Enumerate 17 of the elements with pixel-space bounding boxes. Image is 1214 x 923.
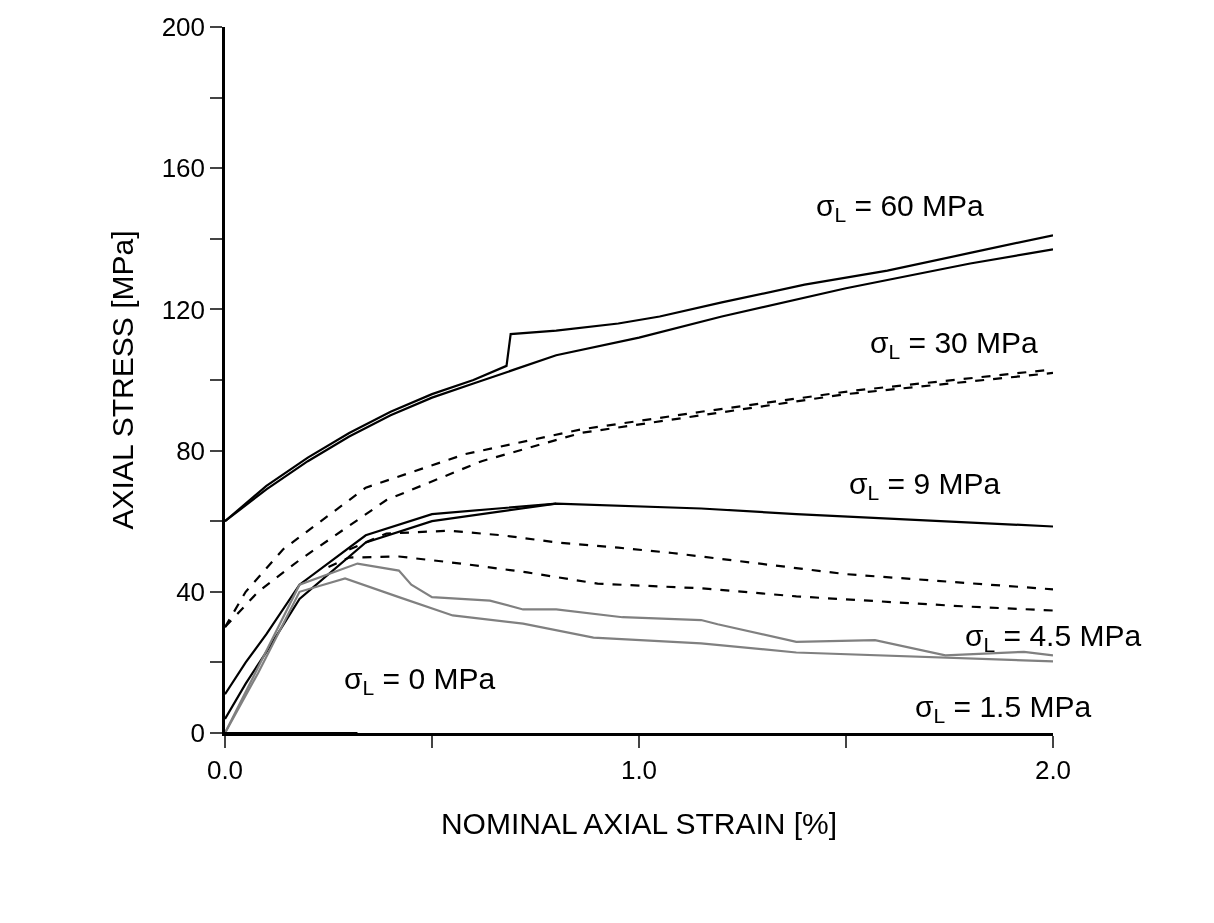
y-tick-label: 160 (161, 153, 206, 184)
annotation: σ$_{L}$ = 60 MPa (816, 189, 985, 227)
y-tick-label: 0 (190, 718, 206, 749)
y-tick-label: 120 (161, 294, 206, 325)
x-tick-label: 0.0 (206, 754, 244, 785)
x-tick-label: 1.0 (620, 754, 658, 785)
annotation: σ$_{L}$ = 1.5 MPa (915, 690, 1092, 728)
annotation: σ$_{L}$ = 9 MPa (849, 467, 1001, 505)
annotation: σ$_{L}$ = 30 MPa (870, 326, 1039, 364)
annotation: σ$_{L}$ = 0 MPa (344, 662, 496, 700)
y-axis-title: AXIAL STRESS [MPa] (105, 230, 139, 530)
x-axis-title: NOMINAL AXIAL STRAIN [%] (440, 807, 838, 841)
x-tick-label: 2.0 (1034, 754, 1072, 785)
y-tick-label: 80 (176, 435, 206, 466)
y-tick-label: 200 (161, 12, 206, 43)
annotation: σ$_{L}$ = 4.5 MPa (965, 619, 1142, 657)
y-tick-label: 40 (176, 576, 206, 607)
